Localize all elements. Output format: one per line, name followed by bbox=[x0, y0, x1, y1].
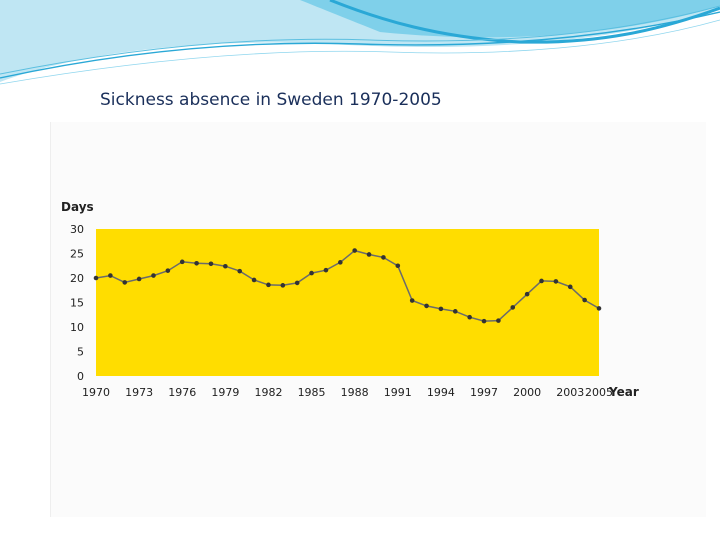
x-axis-title: Year bbox=[608, 385, 639, 399]
y-tick-label: 25 bbox=[70, 248, 84, 261]
data-point bbox=[539, 278, 544, 284]
data-point bbox=[366, 252, 372, 257]
data-point bbox=[582, 297, 587, 303]
data-point bbox=[208, 261, 214, 267]
x-tick-label: 1970 bbox=[82, 386, 110, 399]
data-point bbox=[151, 273, 156, 278]
data-point bbox=[596, 306, 602, 311]
data-point bbox=[352, 248, 357, 253]
line-chart: 0 5 10 15 20 25 30 1970 1973 1976 1979 1982 1985 1988… bbox=[61, 200, 639, 399]
y-axis-title: Days bbox=[61, 200, 94, 214]
data-point bbox=[294, 280, 300, 286]
x-tick-label: 2000 bbox=[513, 386, 541, 399]
y-tick-label: 30 bbox=[70, 223, 84, 236]
data-point bbox=[438, 306, 444, 312]
data-point bbox=[467, 314, 472, 320]
x-tick-label: 2003 bbox=[556, 386, 584, 399]
data-point bbox=[381, 255, 386, 260]
y-tick-label: 15 bbox=[70, 297, 84, 310]
data-point bbox=[338, 260, 343, 265]
plot-area bbox=[96, 229, 599, 376]
chart-panel: 0 5 10 15 20 25 30 1970 1973 1976 1979 1982 1985 1988… bbox=[50, 122, 706, 517]
x-tick-label: 1988 bbox=[341, 386, 369, 399]
data-point bbox=[108, 273, 113, 278]
x-tick-label: 1994 bbox=[427, 386, 455, 399]
x-tick-label: 1976 bbox=[168, 386, 196, 399]
y-tick-label: 5 bbox=[77, 346, 84, 359]
data-point bbox=[395, 263, 401, 269]
data-point bbox=[266, 282, 271, 288]
data-point bbox=[481, 318, 487, 324]
x-tick-label: 2005 bbox=[585, 386, 613, 399]
x-tick-label: 1979 bbox=[211, 386, 239, 399]
data-point bbox=[309, 270, 314, 276]
wave-line-1 bbox=[0, 11, 720, 79]
data-point bbox=[93, 275, 99, 281]
data-point bbox=[122, 280, 128, 285]
data-point bbox=[280, 283, 286, 288]
wave-line-2 bbox=[0, 5, 720, 75]
x-tick-label: 1997 bbox=[470, 386, 498, 399]
data-point bbox=[165, 268, 171, 273]
y-tick-label: 10 bbox=[70, 321, 84, 334]
x-tick-label: 1991 bbox=[384, 386, 412, 399]
y-tick-label: 0 bbox=[77, 370, 84, 383]
x-tick-label: 1973 bbox=[125, 386, 153, 399]
data-point bbox=[452, 309, 458, 314]
data-point bbox=[510, 305, 516, 310]
data-point bbox=[223, 263, 228, 269]
data-point bbox=[496, 318, 501, 323]
data-point bbox=[424, 303, 429, 309]
series-line bbox=[95, 249, 600, 322]
data-point bbox=[524, 291, 530, 297]
data-point bbox=[251, 277, 257, 283]
wave-line-3 bbox=[0, 19, 720, 85]
x-tick-label: 1982 bbox=[254, 386, 282, 399]
header-wave-decoration bbox=[0, 0, 720, 85]
data-point bbox=[237, 268, 243, 274]
data-point bbox=[323, 267, 329, 273]
data-point bbox=[179, 259, 185, 265]
data-point bbox=[553, 279, 559, 284]
slide-title: Sickness absence in Sweden 1970-2005 bbox=[100, 90, 442, 110]
data-point bbox=[194, 261, 199, 266]
data-point bbox=[567, 284, 573, 290]
y-tick-label: 20 bbox=[70, 272, 84, 285]
data-point bbox=[136, 276, 142, 282]
data-point bbox=[409, 298, 415, 303]
x-tick-label: 1985 bbox=[298, 386, 326, 399]
